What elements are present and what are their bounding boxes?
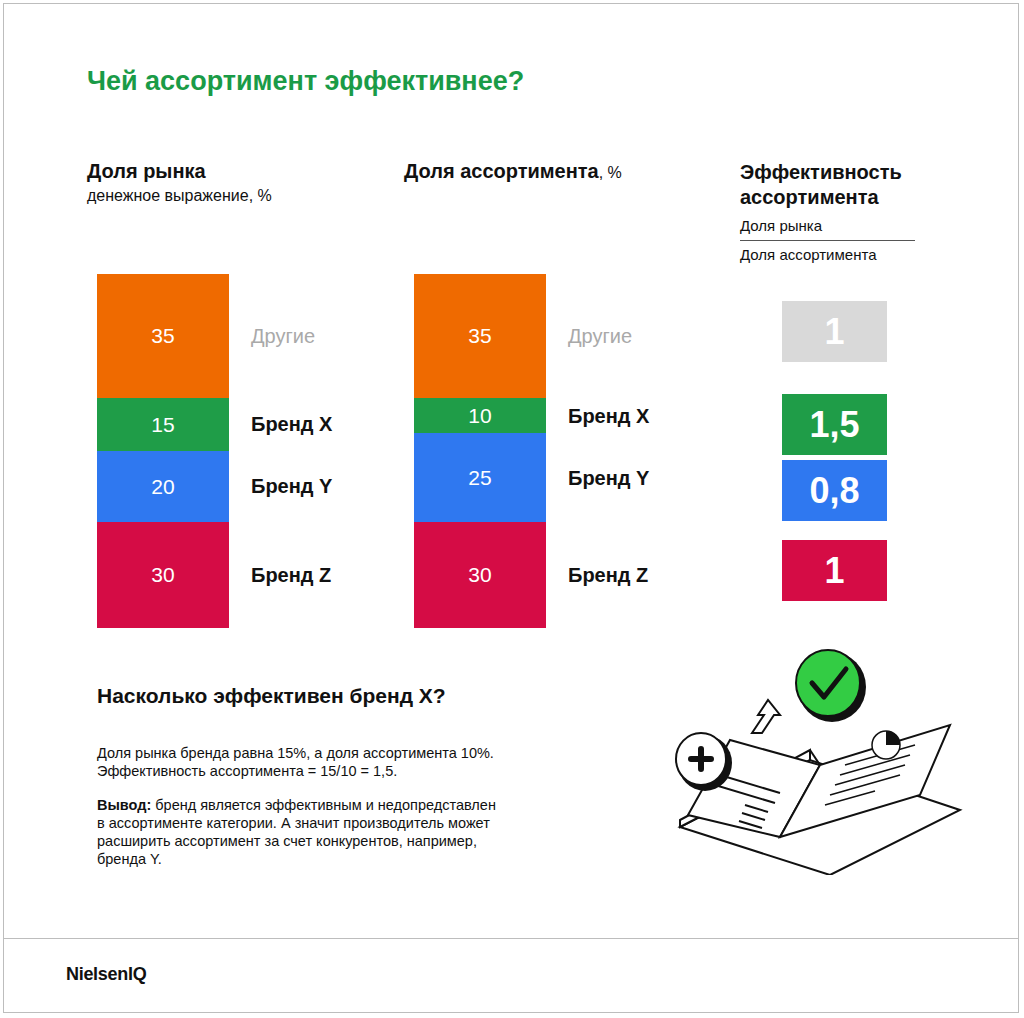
svg-text:Другие: Другие [568,325,632,347]
svg-text:30: 30 [468,563,491,586]
html-text:денежное выражение, %: денежное выражение, % [87,187,272,204]
html-text:Доля рынка: Доля рынка [87,160,206,182]
html-text:1: 1 [824,549,845,591]
html-text:Доля рынка бренда равна 15%, а: Доля рынка бренда равна 15%, а доля ассо… [97,745,494,761]
svg-text:Бренд Y: Бренд Y [251,475,333,497]
svg-text:30: 30 [151,563,174,586]
svg-text:25: 25 [468,466,491,489]
svg-text:Бренд Z: Бренд Z [568,564,648,586]
html-text:Доля рынка: Доля рынка [740,217,822,234]
html-text:в ассортименте категории. А зн: в ассортименте категории. А значит произ… [97,815,490,831]
html-text:1,5: 1,5 [809,403,860,445]
svg-text:10: 10 [468,404,491,427]
svg-text:Другие: Другие [251,325,315,347]
svg-text:Бренд X: Бренд X [251,413,333,435]
html-text:Насколько эффективен бренд X?: Насколько эффективен бренд X? [97,684,446,707]
svg-text:35: 35 [468,324,491,347]
html-text:бренда Y.: бренда Y. [97,851,162,867]
svg-text:15: 15 [151,413,174,436]
svg-text:Бренд Y: Бренд Y [568,467,650,489]
svg-text:Бренд X: Бренд X [568,405,650,427]
html-text:Доля ассортимента: Доля ассортимента [740,246,877,263]
svg-text:Бренд Z: Бренд Z [251,564,331,586]
html-text:NielsenIQ: NielsenIQ [66,964,147,984]
html-text:1: 1 [824,310,845,352]
html-text:Эффективность ассортимента: Эффективность ассортимента [740,161,902,208]
svg-text:35: 35 [151,324,174,347]
html-text:Доля ассортимента, %: Доля ассортимента, % [404,160,622,182]
html-text:0,8: 0,8 [809,469,860,511]
svg-text:20: 20 [151,475,174,498]
html-text:Чей ассортимент эффективнее?: Чей ассортимент эффективнее? [87,66,525,96]
html-text:Вывод: бренд является эффектив: Вывод: бренд является эффективным и недо… [97,797,496,813]
html-text:расширить ассортимент за счет: расширить ассортимент за счет конкуренто… [97,833,477,849]
html-text:Эффективность ассортимента = 1: Эффективность ассортимента = 15/10 = 1,5… [97,763,398,779]
